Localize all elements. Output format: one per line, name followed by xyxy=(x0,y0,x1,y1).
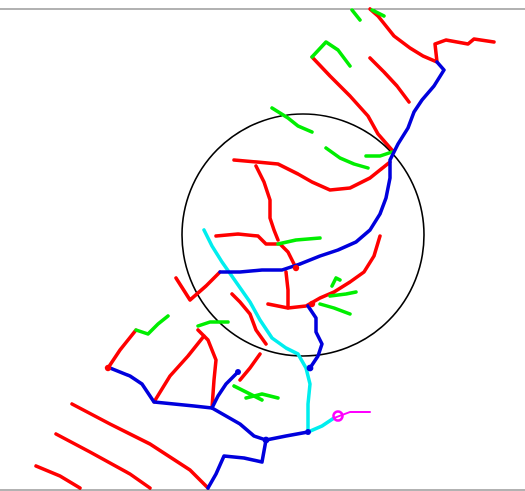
node-magenta xyxy=(332,410,344,422)
node-red-left xyxy=(104,364,112,372)
node-red-mid xyxy=(292,264,300,272)
magenta-branch xyxy=(333,411,371,419)
node-blue-drop xyxy=(306,364,314,372)
green-branch-mid-3 xyxy=(328,290,358,298)
red-branch-top-2 xyxy=(368,56,411,104)
red-branch-top-right xyxy=(433,37,496,64)
nodes xyxy=(104,264,344,444)
green-branch-left-2 xyxy=(196,320,230,328)
red-branch-left-1 xyxy=(106,328,138,370)
node-blue-bottom xyxy=(262,436,270,444)
node-blue-outlet xyxy=(305,429,311,435)
red-branch-mid-7 xyxy=(230,292,268,346)
red-branch-left-3 xyxy=(196,328,218,410)
cyan-branches xyxy=(202,228,336,434)
blue-trunk-left xyxy=(108,366,214,410)
magenta-branches xyxy=(333,411,371,419)
green-branch-upper-3 xyxy=(364,150,394,158)
green-branch-upper-1 xyxy=(270,106,314,134)
red-branch-bottom-3 xyxy=(34,464,82,490)
red-branch-mid-2 xyxy=(254,164,280,242)
green-branch-top-2 xyxy=(370,8,386,18)
green-branch-mid-4 xyxy=(318,302,352,316)
red-branch-left-4 xyxy=(238,352,262,382)
red-branch-bottom-1 xyxy=(70,402,210,490)
green-branches xyxy=(134,8,394,402)
green-branch-low-1 xyxy=(232,384,264,402)
focus-circle xyxy=(181,113,425,357)
cyan-branch-main xyxy=(202,228,336,434)
blue-trunk-lower-3 xyxy=(264,430,310,442)
red-branch-mid-5 xyxy=(266,234,382,310)
node-blue-left xyxy=(235,369,241,375)
green-branch-mid-1 xyxy=(276,236,322,246)
red-branch-top-1 xyxy=(368,7,439,64)
red-branches xyxy=(34,7,496,490)
green-branch-top-3 xyxy=(310,40,352,68)
green-branch-upper-2 xyxy=(324,146,370,170)
red-branch-mid-4 xyxy=(284,270,290,310)
green-branch-left-1 xyxy=(134,314,170,336)
red-branch-bottom-2 xyxy=(54,432,152,490)
blue-trunk xyxy=(108,60,446,490)
red-branch-left-2 xyxy=(152,334,206,404)
blue-trunk-bottom xyxy=(206,438,268,490)
red-branch-mid-3 xyxy=(214,232,298,270)
blue-trunk-mid-left xyxy=(218,262,302,274)
blue-trunk-top xyxy=(298,60,446,266)
red-branch-top-3 xyxy=(310,55,394,152)
red-branch-mid-6 xyxy=(174,270,222,302)
green-branch-mid-2 xyxy=(330,276,342,288)
node-red-junction xyxy=(308,300,316,308)
green-branch-low-2 xyxy=(244,392,280,400)
blue-trunk-lower-2 xyxy=(210,370,240,410)
red-branch-mid-1 xyxy=(232,158,392,192)
blue-trunk-lower-1 xyxy=(210,406,268,442)
blue-trunk-right-drop xyxy=(306,304,324,370)
green-branch-top-1 xyxy=(350,8,362,22)
